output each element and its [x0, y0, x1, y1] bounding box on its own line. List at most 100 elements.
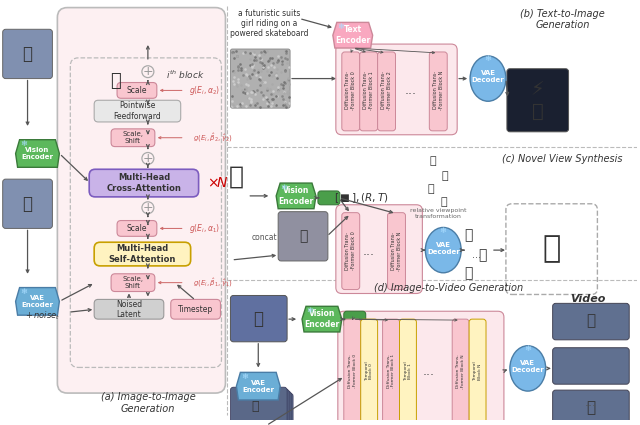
Text: Scale: Scale	[127, 224, 147, 233]
Text: Temporal
Block 1: Temporal Block 1	[404, 362, 412, 381]
FancyBboxPatch shape	[452, 319, 469, 422]
Text: 🔥: 🔥	[109, 71, 120, 90]
Text: ❄: ❄	[524, 344, 531, 353]
Text: 🦔: 🦔	[543, 235, 561, 264]
FancyBboxPatch shape	[361, 319, 378, 422]
Text: 🦔: 🦔	[478, 248, 486, 262]
FancyBboxPatch shape	[3, 29, 52, 79]
Text: 🐕: 🐕	[253, 310, 263, 328]
Ellipse shape	[426, 227, 461, 273]
Text: Timestep: Timestep	[178, 305, 213, 314]
FancyBboxPatch shape	[3, 179, 52, 228]
FancyBboxPatch shape	[236, 393, 293, 425]
Text: Diffusion Trans-
-Former Block 1: Diffusion Trans- -Former Block 1	[364, 71, 374, 110]
Text: +: +	[143, 201, 153, 214]
Polygon shape	[15, 288, 60, 315]
Text: ❄: ❄	[20, 287, 27, 296]
FancyBboxPatch shape	[344, 319, 361, 422]
FancyBboxPatch shape	[94, 299, 164, 319]
Text: Diffusion Trans-
-Former Block 0: Diffusion Trans- -Former Block 0	[348, 354, 356, 388]
FancyBboxPatch shape	[278, 212, 328, 261]
Text: $[\,\blacksquare\,],(R,T)$: $[\,\blacksquare\,],(R,T)$	[334, 191, 389, 205]
FancyBboxPatch shape	[89, 169, 198, 197]
Text: Diffusion Trans-
-Former Block N: Diffusion Trans- -Former Block N	[433, 71, 444, 110]
Ellipse shape	[510, 346, 546, 391]
Polygon shape	[15, 140, 60, 167]
FancyBboxPatch shape	[360, 52, 378, 131]
FancyBboxPatch shape	[111, 129, 155, 147]
FancyBboxPatch shape	[338, 311, 504, 425]
FancyBboxPatch shape	[507, 69, 568, 132]
Text: 🐕: 🐕	[586, 314, 595, 329]
FancyBboxPatch shape	[336, 44, 457, 135]
Text: $g(E_i,\alpha_2)$: $g(E_i,\alpha_2)$	[189, 84, 220, 97]
Text: Diffusion Trans-
-Former Block 1: Diffusion Trans- -Former Block 1	[387, 354, 396, 388]
Text: ...: ...	[584, 397, 596, 409]
FancyBboxPatch shape	[94, 242, 191, 266]
Text: Video: Video	[570, 295, 605, 304]
FancyBboxPatch shape	[429, 52, 447, 131]
FancyBboxPatch shape	[383, 319, 399, 422]
Text: 🐕: 🐕	[252, 400, 259, 414]
Text: Multi-Head
Self-Attention: Multi-Head Self-Attention	[108, 244, 175, 264]
FancyBboxPatch shape	[111, 274, 155, 292]
FancyBboxPatch shape	[230, 295, 287, 342]
Text: $\times\!N$: $\times\!N$	[207, 176, 228, 190]
Text: ...: ...	[472, 250, 481, 260]
FancyBboxPatch shape	[469, 319, 486, 422]
Text: 📸: 📸	[430, 156, 436, 167]
Text: VAE
Decoder: VAE Decoder	[511, 360, 544, 373]
Text: 📸: 📸	[442, 171, 449, 181]
Polygon shape	[236, 372, 280, 400]
Text: VAE
Decoder: VAE Decoder	[427, 242, 460, 255]
Text: 🐕: 🐕	[22, 195, 33, 213]
Text: ...: ...	[404, 84, 417, 97]
Text: +: +	[143, 152, 153, 165]
Text: relative viewpoint
transformation: relative viewpoint transformation	[410, 208, 467, 218]
FancyBboxPatch shape	[388, 212, 406, 289]
Text: ...: ...	[422, 365, 435, 378]
FancyBboxPatch shape	[342, 212, 360, 289]
Text: a futuristic suits
girl riding on a
powered skateboard: a futuristic suits girl riding on a powe…	[230, 8, 308, 38]
FancyBboxPatch shape	[342, 52, 360, 131]
Text: Scale,
Shift: Scale, Shift	[122, 131, 143, 144]
Text: ❄: ❄	[337, 22, 344, 31]
Text: $g(E_i,\hat{\beta}_2,\hat{\gamma}_2)$: $g(E_i,\hat{\beta}_2,\hat{\gamma}_2)$	[193, 132, 232, 144]
Text: (d) Image-to-Video Generation: (d) Image-to-Video Generation	[374, 283, 523, 292]
Polygon shape	[276, 183, 316, 209]
FancyBboxPatch shape	[230, 387, 287, 425]
Text: concat: concat	[252, 233, 277, 242]
Text: Vision
Encoder: Vision Encoder	[304, 309, 340, 329]
Text: Diffusion Trans-
-Former Block N: Diffusion Trans- -Former Block N	[391, 232, 402, 271]
FancyBboxPatch shape	[553, 348, 629, 384]
Text: 🐕: 🐕	[22, 45, 33, 63]
Text: ❄: ❄	[307, 306, 314, 315]
Text: $g(E_i,\hat{\beta}_1,\hat{\gamma}_1)$: $g(E_i,\hat{\beta}_1,\hat{\gamma}_1)$	[193, 277, 232, 289]
FancyBboxPatch shape	[94, 100, 180, 122]
Text: $g(E_i,\alpha_1)$: $g(E_i,\alpha_1)$	[189, 222, 220, 235]
FancyBboxPatch shape	[318, 191, 340, 205]
FancyBboxPatch shape	[171, 299, 221, 319]
Text: (a) Image-to-Image
Generation: (a) Image-to-Image Generation	[100, 392, 195, 414]
FancyBboxPatch shape	[336, 205, 422, 294]
Ellipse shape	[470, 56, 506, 101]
Text: Scale,
Shift: Scale, Shift	[122, 276, 143, 289]
Text: VAE
Encoder: VAE Encoder	[243, 380, 275, 393]
Text: ⚡
🤺: ⚡ 🤺	[531, 80, 545, 121]
Text: ❄: ❄	[241, 372, 248, 381]
FancyBboxPatch shape	[378, 52, 396, 131]
Text: Scale: Scale	[127, 86, 147, 95]
Text: +: +	[143, 65, 153, 78]
Text: 📸: 📸	[441, 197, 447, 207]
Polygon shape	[302, 306, 342, 332]
Polygon shape	[333, 23, 372, 48]
FancyBboxPatch shape	[117, 221, 157, 236]
Text: 🦔: 🦔	[464, 228, 472, 242]
Text: Temporal
Block 0: Temporal Block 0	[365, 362, 374, 381]
FancyBboxPatch shape	[117, 82, 157, 98]
Text: Temporal
Block N: Temporal Block N	[473, 362, 482, 381]
Text: ❄: ❄	[20, 139, 27, 148]
Text: ❄: ❄	[484, 54, 492, 63]
Text: ...: ...	[363, 245, 374, 258]
FancyBboxPatch shape	[553, 303, 629, 340]
